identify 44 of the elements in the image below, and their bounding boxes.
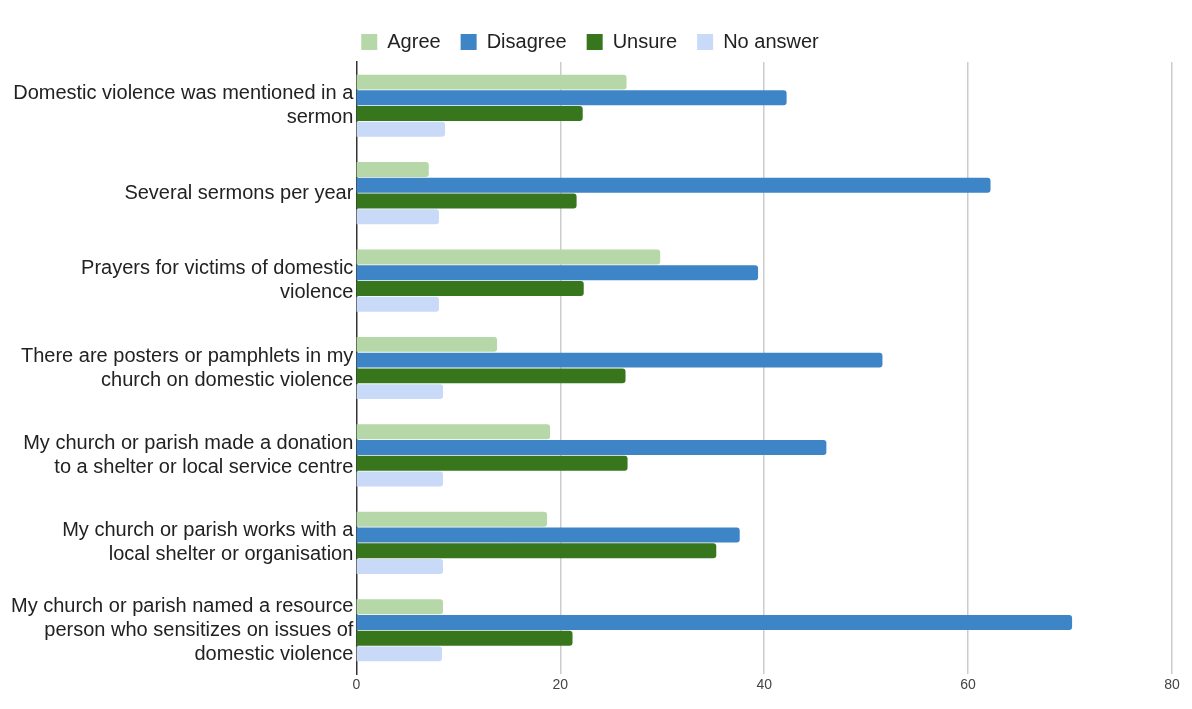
y-tick-label: Domestic violence was mentioned in a sermon bbox=[13, 81, 355, 128]
bar bbox=[356, 162, 429, 178]
bar bbox=[356, 121, 446, 137]
bar bbox=[356, 90, 787, 106]
bar bbox=[356, 368, 626, 384]
x-tick-label: 20 bbox=[552, 676, 569, 693]
bar bbox=[356, 630, 573, 646]
legend-label: Disagree bbox=[486, 29, 567, 52]
bar bbox=[356, 74, 627, 90]
bar bbox=[356, 352, 883, 368]
bar bbox=[356, 558, 444, 574]
x-tick-label: 0 bbox=[352, 676, 361, 693]
legend-label: No answer bbox=[723, 29, 820, 52]
x-tick-label: 40 bbox=[756, 676, 773, 693]
bar bbox=[356, 471, 444, 487]
y-tick-label: There are posters or pamphlets in my church on domestic violence bbox=[21, 343, 354, 390]
x-tick-label: 80 bbox=[1164, 676, 1180, 693]
bar bbox=[356, 511, 548, 527]
bar bbox=[356, 249, 661, 265]
bar bbox=[356, 193, 577, 209]
bar bbox=[356, 599, 444, 615]
y-tick-label: Prayers for victims of domestic violence bbox=[81, 256, 354, 303]
y-tick-label: My church or parish works with a local shelter or organisation bbox=[62, 518, 355, 565]
legend-label: Unsure bbox=[612, 29, 678, 52]
bar bbox=[356, 280, 584, 296]
bar bbox=[356, 384, 444, 400]
bar bbox=[356, 424, 551, 440]
bar bbox=[356, 440, 827, 456]
bar bbox=[356, 106, 583, 122]
y-tick-label: My church or parish made a donation to a shelter or local service centre bbox=[23, 430, 354, 477]
y-tick-label: Several sermons per year bbox=[124, 180, 354, 203]
bar bbox=[356, 336, 498, 352]
bar bbox=[356, 296, 439, 312]
bar bbox=[356, 265, 759, 281]
bar bbox=[356, 527, 740, 543]
y-tick-label: My church or parish named a resource person who sensitizes on issues of domestic violence bbox=[11, 593, 354, 664]
x-tick-label: 60 bbox=[960, 676, 977, 693]
bar bbox=[356, 543, 717, 559]
bar bbox=[356, 177, 991, 193]
bar bbox=[356, 209, 439, 225]
bar bbox=[356, 455, 628, 471]
bar bbox=[356, 614, 1073, 630]
legend-label: Agree bbox=[387, 29, 441, 52]
bar bbox=[356, 646, 443, 662]
